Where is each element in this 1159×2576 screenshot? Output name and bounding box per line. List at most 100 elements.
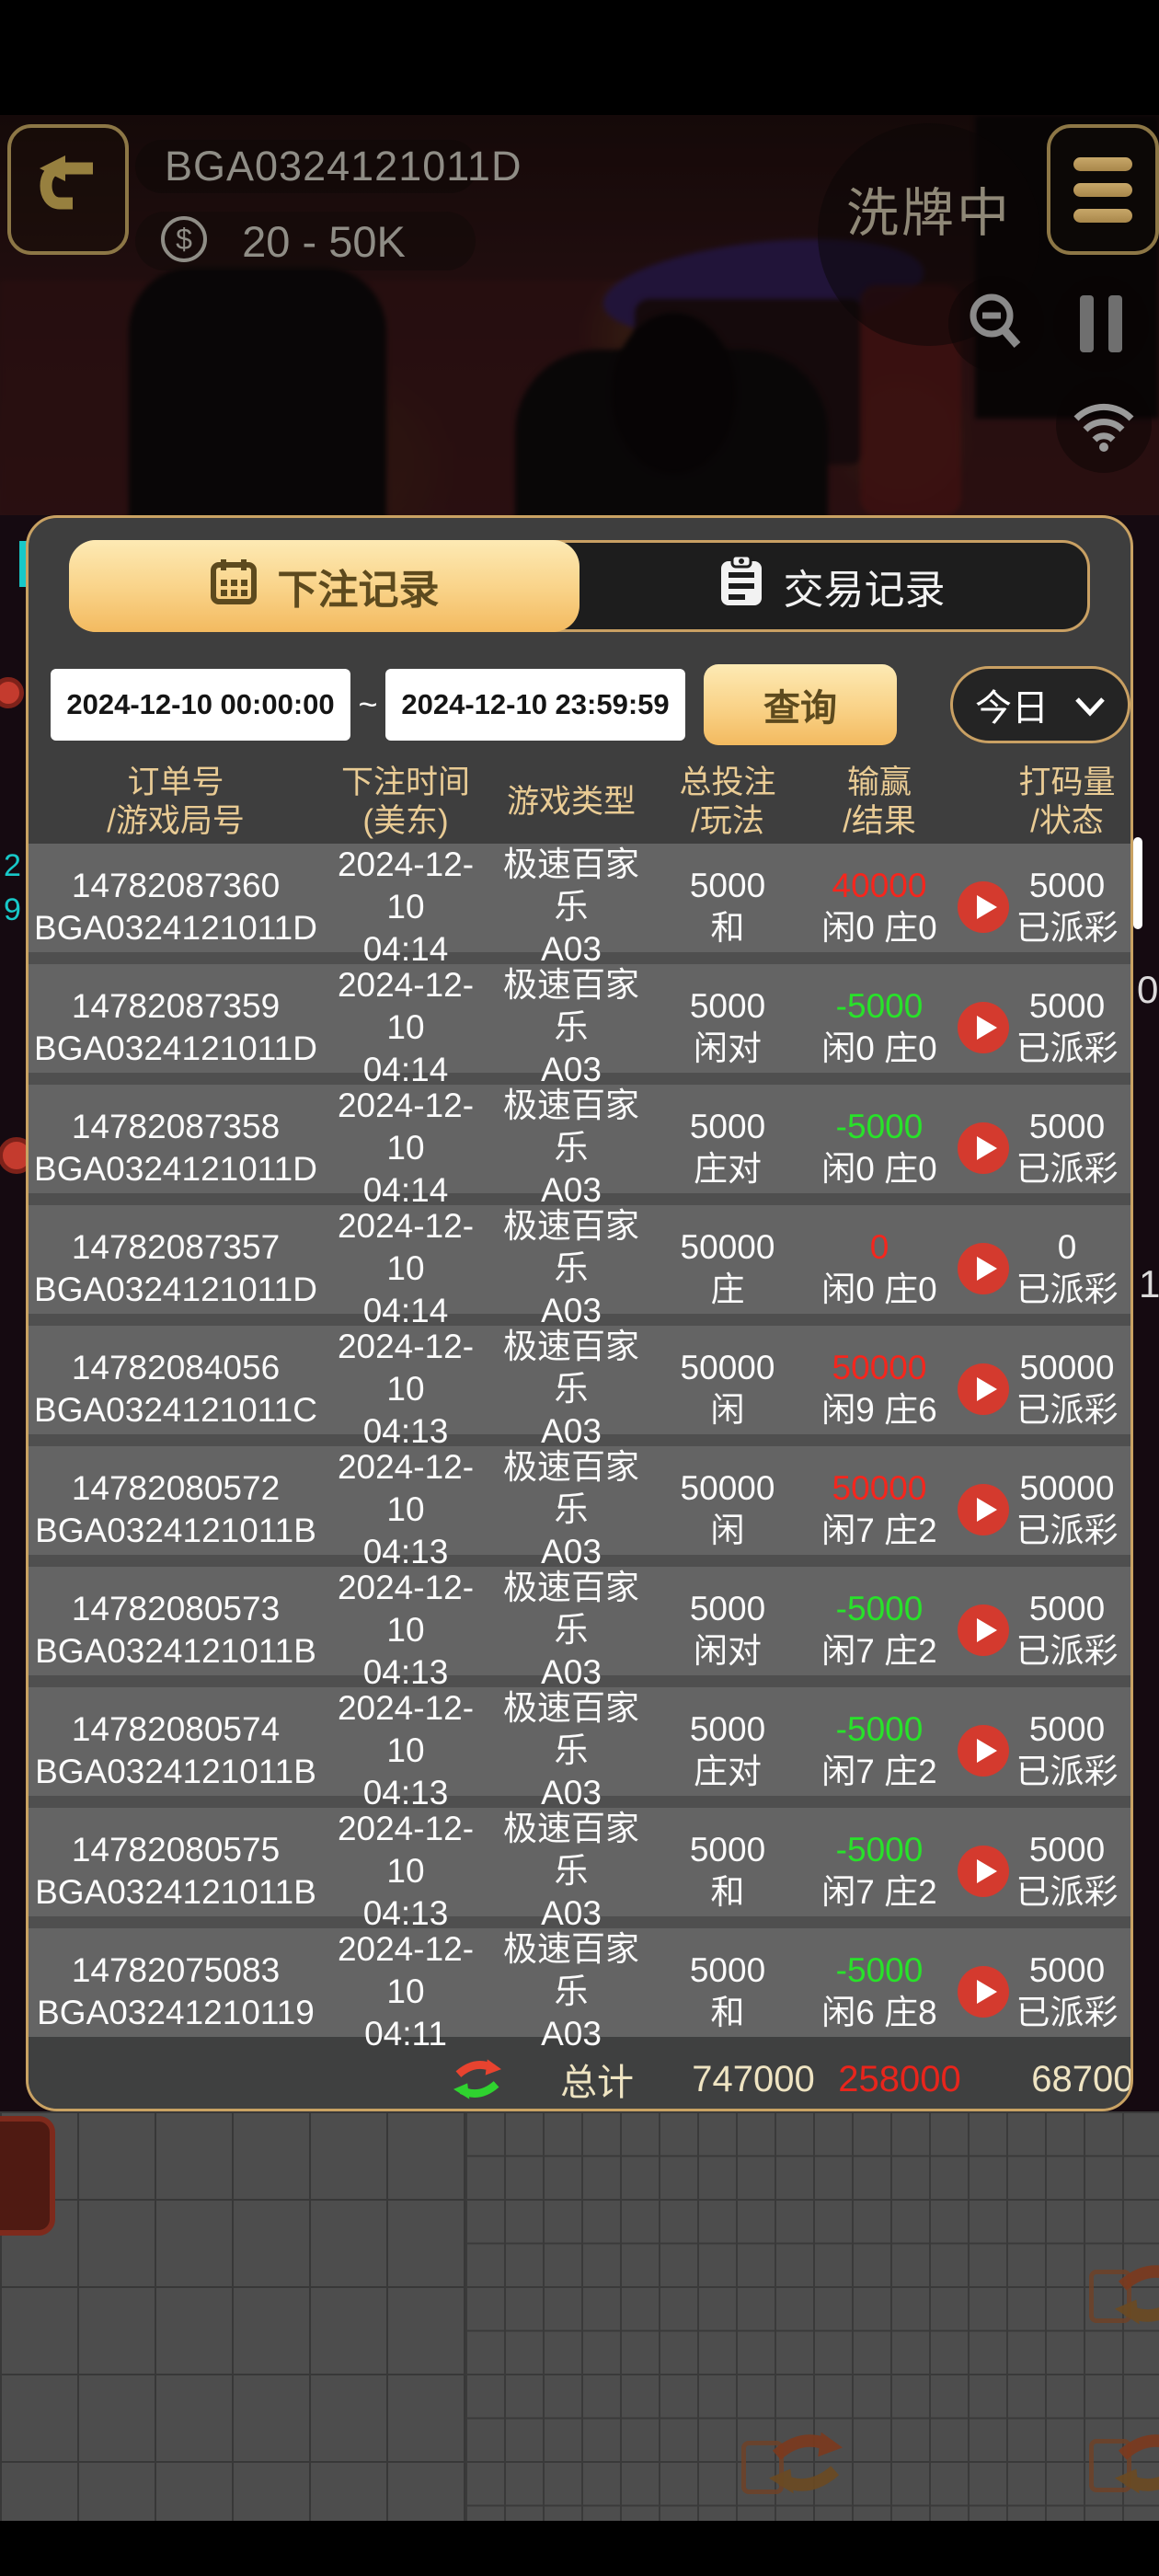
zoom-out-button[interactable] bbox=[948, 276, 1044, 372]
calendar-icon bbox=[210, 558, 258, 615]
query-button[interactable]: 查询 bbox=[704, 664, 897, 745]
row-bet-cell: 5000 和 bbox=[689, 1951, 766, 2031]
table-row: 14782080574 BGA0324121011B 2024-12-10 04:1… bbox=[29, 1687, 1130, 1811]
chevron-down-icon bbox=[1074, 684, 1106, 726]
replay-button[interactable] bbox=[958, 1725, 1009, 1777]
tab-transaction-records-label: 交易记录 bbox=[783, 568, 946, 613]
row-bet-cell: 50000 闲 bbox=[680, 1349, 775, 1429]
row-order-cell: 14782080573 BGA0324121011B bbox=[35, 1590, 316, 1670]
row-game-cell: 极速百家乐 A03 bbox=[503, 1569, 639, 1691]
menu-bar-icon bbox=[1073, 156, 1132, 171]
back-button[interactable] bbox=[7, 124, 129, 255]
row-game-cell: 极速百家乐 A03 bbox=[503, 1448, 639, 1570]
wifi-icon bbox=[1069, 395, 1139, 456]
col-header-wager: 打码量/状态 bbox=[1018, 765, 1116, 839]
replay-button[interactable] bbox=[958, 1484, 1009, 1535]
replay-button[interactable] bbox=[958, 881, 1009, 933]
row-replay-cell bbox=[958, 1122, 1009, 1174]
row-wager-cell: 5000 已派彩 bbox=[1016, 987, 1119, 1067]
replay-button[interactable] bbox=[958, 1846, 1009, 1897]
date-range-selected: 今日 bbox=[975, 688, 1049, 729]
row-wager-cell: 5000 已派彩 bbox=[1016, 1831, 1119, 1911]
date-range-dropdown[interactable]: 今日 bbox=[950, 666, 1130, 743]
scoreboard-grid bbox=[0, 2111, 1159, 2521]
dollar-icon: $ bbox=[159, 214, 209, 269]
game-round-id-text: BGA0324121011D bbox=[165, 143, 522, 190]
tab-bet-records-label: 下注记录 bbox=[277, 568, 440, 613]
shoe-swap-icon bbox=[1115, 2434, 1159, 2494]
row-game-cell: 极速百家乐 A03 bbox=[503, 966, 639, 1088]
play-icon bbox=[977, 1980, 997, 2004]
row-wager-cell: 5000 已派彩 bbox=[1016, 1951, 1119, 2031]
row-replay-cell bbox=[958, 1604, 1009, 1656]
play-icon bbox=[977, 1377, 997, 1401]
row-win-cell: -5000 闲0 庄0 bbox=[821, 987, 937, 1067]
records-tabbar: 下注记录 交易记录 bbox=[69, 540, 1090, 632]
pause-button[interactable] bbox=[1053, 276, 1149, 372]
row-win-cell: -5000 闲0 庄0 bbox=[821, 1108, 937, 1188]
row-win-cell: -5000 闲6 庄8 bbox=[821, 1951, 937, 2031]
dealer-silhouette-left bbox=[129, 267, 386, 515]
row-replay-cell bbox=[958, 1243, 1009, 1294]
play-icon bbox=[977, 1257, 997, 1281]
background-digit: 0 bbox=[1137, 968, 1159, 1011]
tab-transaction-records[interactable]: 交易记录 bbox=[577, 543, 1087, 629]
row-wager-cell: 50000 已派彩 bbox=[1016, 1349, 1119, 1429]
svg-text:$: $ bbox=[176, 223, 192, 256]
date-to-input[interactable] bbox=[385, 669, 685, 741]
date-range-separator: ~ bbox=[358, 685, 378, 723]
row-game-cell: 极速百家乐 A03 bbox=[503, 1810, 639, 1932]
row-replay-cell bbox=[958, 881, 1009, 933]
row-replay-cell bbox=[958, 1725, 1009, 1777]
play-icon bbox=[977, 1739, 997, 1763]
row-replay-cell bbox=[958, 1966, 1009, 2018]
replay-button[interactable] bbox=[958, 1243, 1009, 1294]
table-row: 14782087360 BGA0324121011D 2024-12-10 04:1… bbox=[29, 844, 1130, 968]
table-limit-text: 20 - 50K bbox=[242, 216, 406, 266]
background-red-panel bbox=[0, 2116, 55, 2236]
shuffling-text: 洗牌中 bbox=[846, 184, 1012, 243]
table-row: 14782080572 BGA0324121011B 2024-12-10 04:1… bbox=[29, 1446, 1130, 1570]
background-text-artifact: 2 bbox=[4, 848, 21, 883]
footer-total-wager: 687000 bbox=[1031, 2058, 1133, 2099]
footer-total-win: 258000 bbox=[838, 2058, 961, 2099]
row-time-cell: 2024-12-10 04:13 bbox=[337, 1569, 475, 1691]
row-bet-cell: 50000 闲 bbox=[680, 1469, 775, 1549]
replay-button[interactable] bbox=[958, 1122, 1009, 1174]
row-order-cell: 14782080574 BGA0324121011B bbox=[35, 1710, 316, 1790]
row-order-cell: 14782084056 BGA0324121011C bbox=[34, 1349, 317, 1429]
row-wager-cell: 5000 已派彩 bbox=[1016, 1108, 1119, 1188]
replay-button[interactable] bbox=[958, 1363, 1009, 1415]
shoe-change-marker bbox=[1089, 2270, 1131, 2323]
row-order-cell: 14782080572 BGA0324121011B bbox=[35, 1469, 316, 1549]
row-bet-cell: 50000 庄 bbox=[680, 1228, 775, 1308]
table-limit-pill: $ 20 - 50K bbox=[135, 212, 476, 270]
row-game-cell: 极速百家乐 A03 bbox=[503, 845, 639, 968]
row-time-cell: 2024-12-10 04:14 bbox=[337, 1087, 475, 1209]
game-round-id: BGA0324121011D bbox=[135, 140, 521, 193]
row-bet-cell: 5000 闲对 bbox=[689, 1590, 766, 1670]
menu-button[interactable] bbox=[1047, 124, 1159, 255]
replay-button[interactable] bbox=[958, 1604, 1009, 1656]
date-from-input[interactable] bbox=[51, 669, 350, 741]
table-row: 14782087357 BGA0324121011D 2024-12-10 04:1… bbox=[29, 1205, 1130, 1329]
play-icon bbox=[977, 895, 997, 919]
col-header-time: 下注时间 (美东) bbox=[340, 765, 470, 839]
replay-button[interactable] bbox=[958, 1966, 1009, 2018]
row-bet-cell: 5000 和 bbox=[689, 867, 766, 947]
table-scrollbar[interactable] bbox=[1133, 837, 1142, 929]
row-win-cell: -5000 闲7 庄2 bbox=[821, 1710, 937, 1790]
tab-bet-records[interactable]: 下注记录 bbox=[69, 540, 580, 632]
row-game-cell: 极速百家乐 A03 bbox=[503, 1689, 639, 1811]
table-footer: 总计 747000 258000 687000 bbox=[29, 2037, 1133, 2109]
replay-button[interactable] bbox=[958, 1002, 1009, 1053]
bead-road-grid bbox=[465, 2111, 1159, 2521]
row-bet-cell: 5000 闲对 bbox=[689, 987, 766, 1067]
col-header-order: 订单号/游戏局号 bbox=[107, 765, 245, 839]
menu-bar-icon bbox=[1073, 208, 1132, 223]
row-replay-cell bbox=[958, 1002, 1009, 1053]
network-status-button[interactable] bbox=[1056, 377, 1152, 473]
row-bet-cell: 5000 庄对 bbox=[689, 1710, 766, 1790]
play-icon bbox=[977, 1016, 997, 1040]
row-wager-cell: 0 已派彩 bbox=[1016, 1228, 1119, 1308]
